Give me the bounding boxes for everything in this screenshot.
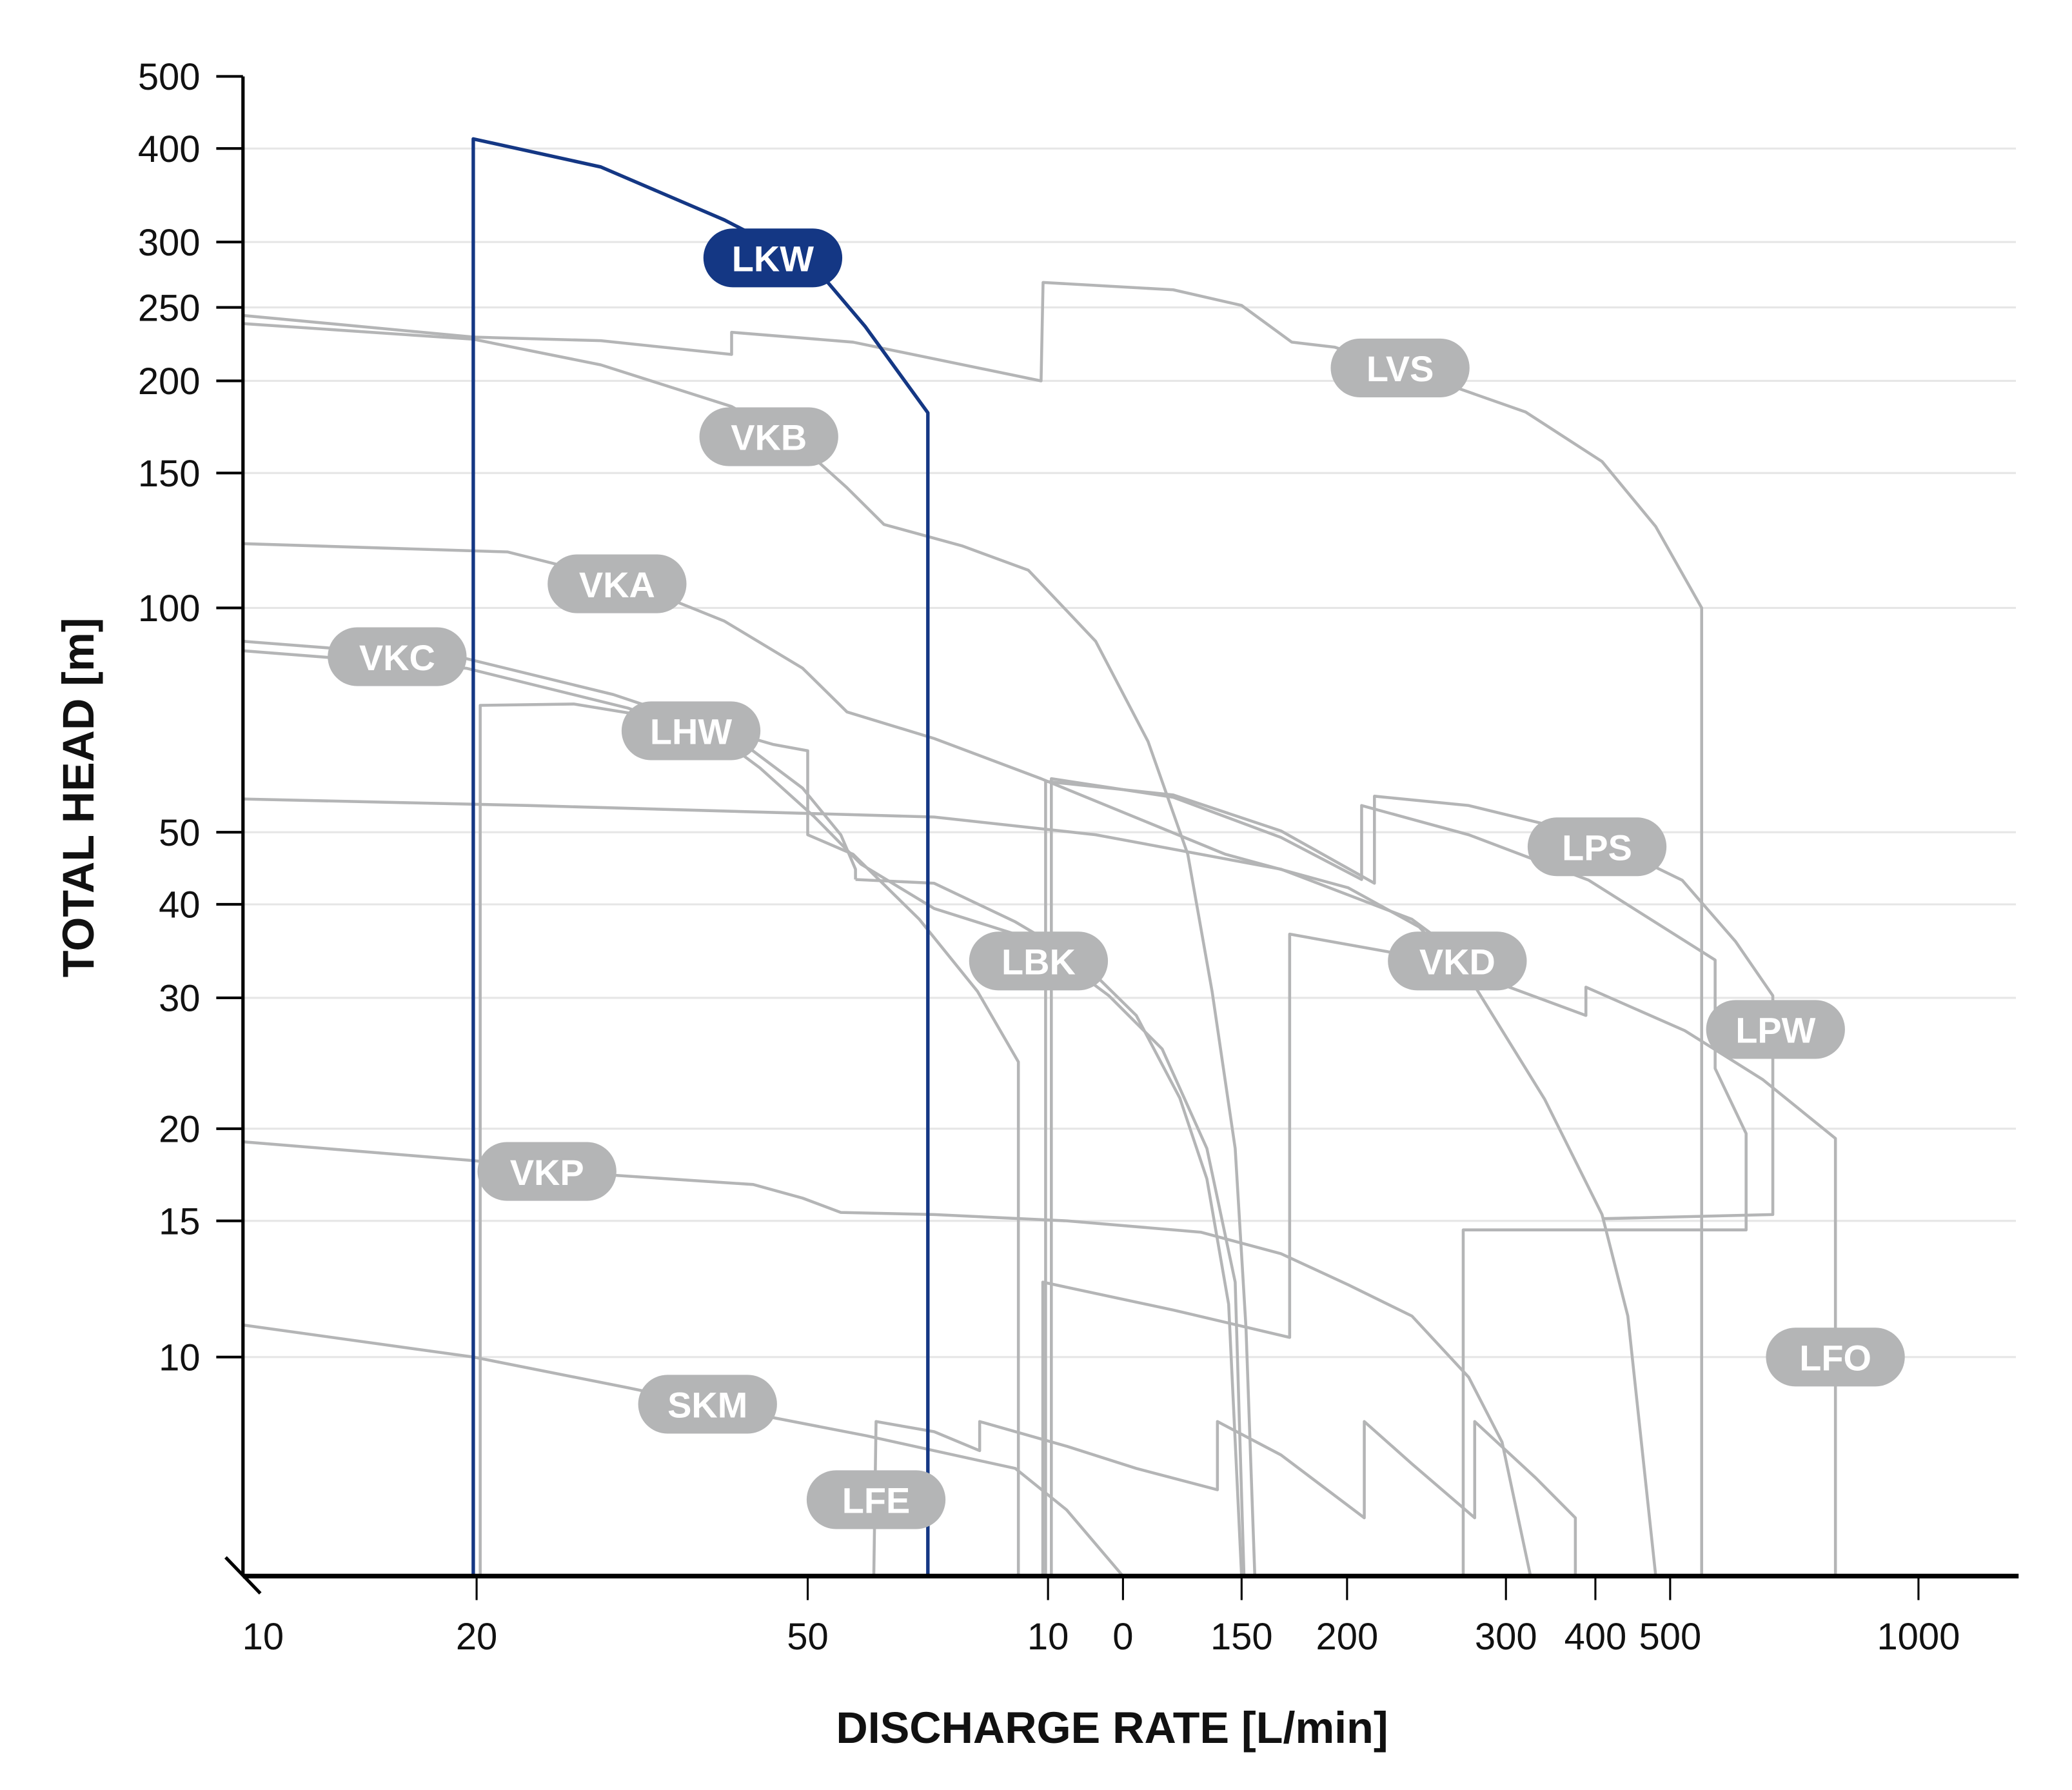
series-label-vka: VKA <box>548 554 687 613</box>
label-text: LFE <box>842 1480 911 1521</box>
label-pill <box>638 1375 777 1434</box>
y-tick-label: 300 <box>138 223 201 264</box>
x-tick-label: 10 <box>242 1616 284 1658</box>
x-tick-label: 0 <box>1112 1616 1133 1658</box>
label-pill <box>477 1142 617 1201</box>
series-vkp <box>242 1140 1532 1576</box>
x-tick-label: 1000 <box>1877 1616 1960 1658</box>
series-label-lkw: LKW <box>703 228 843 288</box>
series-vkc-2 <box>242 649 1246 1576</box>
label-pill <box>548 554 687 613</box>
gridlines <box>244 147 2017 1358</box>
y-tick-label: 400 <box>138 129 201 170</box>
label-pill <box>1706 1000 1845 1059</box>
y-tick-label: 150 <box>138 453 201 495</box>
x-axis-title: DISCHARGE RATE [L/min] <box>836 1704 1388 1753</box>
x-ticks: 10 20 50 10 0 150 200 300 400 500 1000 <box>242 1577 1960 1658</box>
x-tick-label: 20 <box>456 1616 497 1658</box>
series-label-lpw: LPW <box>1706 1000 1845 1059</box>
series-label-vkb: VKB <box>699 407 838 466</box>
series-label-lfo: LFO <box>1766 1328 1905 1387</box>
label-pill <box>1330 338 1470 397</box>
label-text: VKB <box>731 417 807 458</box>
series-label-lvs: LVS <box>1330 338 1470 397</box>
y-axis-title: TOTAL HEAD [m] <box>54 617 103 977</box>
y-tick-label: 200 <box>138 361 201 403</box>
y-tick-label: 30 <box>159 979 200 1020</box>
y-tick-label: 500 <box>138 57 201 98</box>
label-text: VKP <box>510 1152 584 1193</box>
axes <box>224 76 2019 1595</box>
x-tick-label: 200 <box>1316 1616 1379 1658</box>
x-tick-label: 150 <box>1210 1616 1273 1658</box>
label-pill <box>699 407 838 466</box>
y-tick-label: 40 <box>159 885 200 926</box>
series-lvs <box>242 281 1703 1576</box>
series-vkc-1 <box>242 639 1020 1576</box>
label-text: SKM <box>667 1385 747 1426</box>
label-pill <box>1527 817 1667 877</box>
series-label-lhw: LHW <box>621 701 761 761</box>
label-text: VKA <box>579 564 655 605</box>
label-pill <box>1388 931 1527 991</box>
series-label-lfe: LFE <box>806 1470 946 1529</box>
label-text: LBK <box>1001 942 1076 982</box>
axis-break-mark <box>224 1556 262 1595</box>
x-tick-label: 10 <box>1027 1616 1069 1658</box>
x-tick-label: 500 <box>1639 1616 1702 1658</box>
y-tick-label: 100 <box>138 588 201 630</box>
y-tick-label: 15 <box>159 1201 200 1242</box>
label-pill <box>328 627 467 686</box>
y-tick-label: 10 <box>159 1338 200 1379</box>
series-lbk <box>855 878 1243 1576</box>
label-text: LVS <box>1367 348 1434 389</box>
label-text: LHW <box>650 711 732 752</box>
series-lfo <box>242 797 1837 1576</box>
series-label-lbk: LBK <box>969 931 1109 991</box>
series-vkd <box>1041 932 1438 1576</box>
series-label-skm: SKM <box>638 1375 777 1434</box>
y-tick-label: 20 <box>159 1109 200 1150</box>
series-lps-2 <box>1044 780 1775 1576</box>
series-label-lps: LPS <box>1527 817 1667 877</box>
label-text: LPS <box>1562 827 1632 868</box>
label-pill <box>969 931 1109 991</box>
series-label-vkp: VKP <box>477 1142 617 1201</box>
series-vka <box>242 542 1657 1576</box>
x-tick-label: 300 <box>1475 1616 1537 1658</box>
label-text: LFO <box>1799 1338 1871 1378</box>
x-tick-label: 400 <box>1564 1616 1627 1658</box>
series-labels: LKW LVS VKB VKA VKC LHW LPS LBK VKD LPW VKP SKM LFE L… <box>328 228 1905 1529</box>
series-label-vkc: VKC <box>328 627 467 686</box>
series-skm <box>242 1323 1125 1577</box>
y-tick-label: 50 <box>159 813 200 854</box>
label-text: VKD <box>1419 942 1495 982</box>
series-lfe <box>872 1420 1577 1576</box>
label-pill <box>806 1470 946 1529</box>
y-tick-label: 250 <box>138 288 201 329</box>
label-text: LKW <box>732 239 814 279</box>
label-text: VKC <box>359 637 435 678</box>
x-tick-label: 50 <box>787 1616 828 1658</box>
label-pill <box>703 228 843 288</box>
series-lkw <box>471 137 930 1576</box>
label-pill <box>1766 1328 1905 1387</box>
label-text: LPW <box>1735 1010 1815 1051</box>
label-pill <box>621 701 761 761</box>
series-vkb <box>242 322 1257 1576</box>
series-lhw <box>479 702 857 1576</box>
series-label-vkd: VKD <box>1388 931 1527 991</box>
y-ticks: 500 400 300 250 200 150 100 50 40 30 20 15 10 <box>138 57 243 1379</box>
